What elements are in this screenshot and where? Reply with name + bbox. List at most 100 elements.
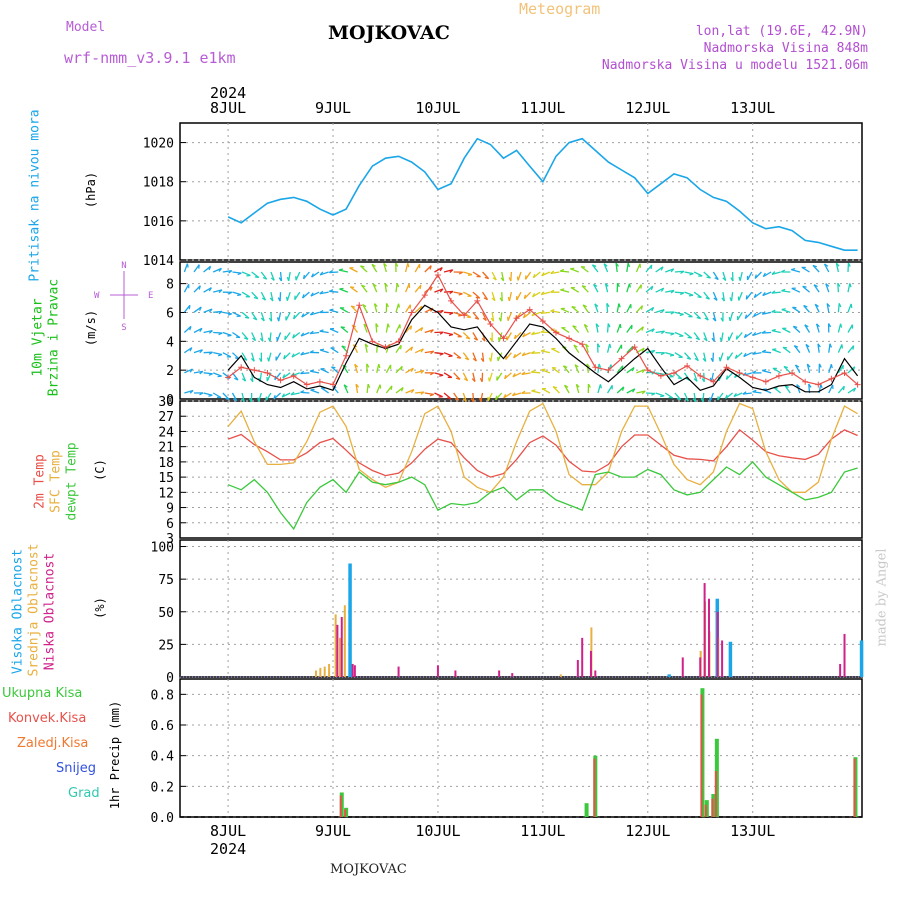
wind-arrow	[572, 325, 580, 333]
wind-arrow	[593, 283, 599, 293]
wind-arrow-head	[378, 363, 381, 369]
wind-arrow	[541, 388, 551, 394]
wind-arrow	[736, 311, 743, 321]
precip-bar	[714, 771, 717, 817]
wind-arrow-head	[505, 355, 508, 360]
wind-arrow-head	[738, 276, 741, 281]
wind-arrow-head	[218, 289, 223, 294]
wind-arrow	[805, 344, 811, 353]
wind-arrow	[562, 365, 570, 374]
wind-arrow-head	[186, 263, 189, 268]
wind-arrow-head	[439, 310, 444, 314]
wind-arrow	[375, 323, 378, 333]
wind-arrow	[626, 263, 629, 273]
wind-arrow-head	[227, 313, 232, 316]
wind-gust-marker	[710, 378, 717, 385]
wind-arrow-head	[465, 337, 470, 340]
wind-arrow	[835, 263, 840, 273]
wind-arrow-head	[559, 268, 565, 272]
wind-arrow	[847, 303, 852, 313]
wind-arrow-head	[449, 269, 454, 273]
wind-arrow-head	[552, 386, 558, 389]
pressure-ytick-label: 1016	[143, 215, 174, 230]
wind-arrow	[395, 303, 400, 313]
wind-gust-marker	[566, 335, 573, 342]
wind-arrow-head	[781, 288, 786, 292]
wind-arrow-head	[794, 345, 799, 348]
wind-arrow-head	[550, 289, 555, 293]
wind-arrow	[222, 311, 232, 315]
wind-arrow	[665, 331, 675, 335]
wind-arrow	[415, 391, 425, 394]
wind-arrow-head	[842, 386, 845, 391]
cloud-ytick-label: 75	[158, 573, 174, 588]
wind-arrow	[472, 311, 480, 320]
wind-arrow	[491, 271, 497, 281]
wind-arrow	[352, 344, 359, 353]
top-day-label: 9JUL	[315, 99, 351, 117]
wind-arrow-head	[621, 386, 625, 391]
wind-arrow	[414, 348, 424, 354]
wind-arrow	[497, 352, 503, 362]
wind-arrow	[372, 283, 378, 293]
wind-arrow	[193, 306, 202, 313]
top-day-label: 8JUL	[210, 99, 246, 117]
wind-arrow-head	[761, 330, 766, 334]
wind-arrow	[635, 263, 641, 273]
wind-arrow	[184, 368, 193, 374]
wind-arrow-head	[513, 334, 517, 339]
temperature-ytick-label: 24	[158, 425, 174, 440]
wind-arrow	[684, 291, 694, 296]
wind-arrow-head	[284, 335, 287, 340]
wind-arrow-head	[488, 377, 491, 382]
wind-arrow-head	[762, 291, 766, 296]
legend-total-rain: Ukupna Kisa	[2, 686, 83, 701]
wind-arrow	[744, 311, 753, 319]
precip-unit: 1hr Precip (mm)	[108, 700, 122, 810]
wind-arrow	[784, 385, 791, 394]
wind-arrow	[300, 391, 310, 394]
precipitation-frame	[179, 678, 863, 818]
wind-arrow	[276, 332, 282, 342]
temperature-ytick-label: 18	[158, 456, 174, 471]
wind-arrow-head	[367, 383, 371, 389]
wind-arrow-head	[586, 363, 590, 368]
wind-arrow-head	[504, 374, 507, 380]
wind-gust-marker	[434, 271, 441, 278]
wind-arrow	[744, 331, 753, 339]
wind-arrow	[495, 392, 503, 401]
wind-arrow	[231, 392, 238, 402]
wind-arrow-head	[253, 296, 259, 300]
wind-arrow	[635, 284, 642, 293]
cloud-high-label: Visoka Oblacnost	[10, 548, 26, 675]
cloud-bar	[843, 633, 846, 677]
wind-arrow	[783, 365, 791, 374]
wind-arrow	[193, 349, 203, 354]
wind-arrow	[847, 366, 856, 374]
wind-arrow-head	[281, 393, 285, 398]
wind-arrow	[364, 343, 368, 353]
wind-arrow-head	[669, 354, 675, 357]
wind-arrow-head	[243, 357, 248, 361]
wind-arrow	[550, 310, 560, 313]
wind-arrow	[331, 366, 339, 374]
wind-arrow-head	[752, 312, 757, 317]
wind-arrow	[752, 352, 762, 355]
wind-arrow-head	[249, 378, 254, 383]
precip-bar	[344, 809, 347, 817]
wind-arrow	[222, 331, 232, 336]
wind-arrow	[241, 311, 250, 319]
wind-gust-marker	[369, 338, 376, 345]
wind-arrow-head	[599, 384, 602, 389]
wind-arrow-head	[651, 328, 655, 333]
wind-arrow-head	[781, 308, 786, 311]
wind-arrow	[802, 285, 810, 293]
wind-arrow-head	[474, 317, 479, 320]
wind-arrow-field	[183, 262, 857, 403]
wind-arrow-head	[695, 337, 700, 341]
cloud-bar	[436, 665, 439, 677]
cloud-bar	[728, 641, 733, 677]
wind-arrow-head	[429, 265, 432, 270]
wind-arrow-head	[278, 277, 283, 282]
